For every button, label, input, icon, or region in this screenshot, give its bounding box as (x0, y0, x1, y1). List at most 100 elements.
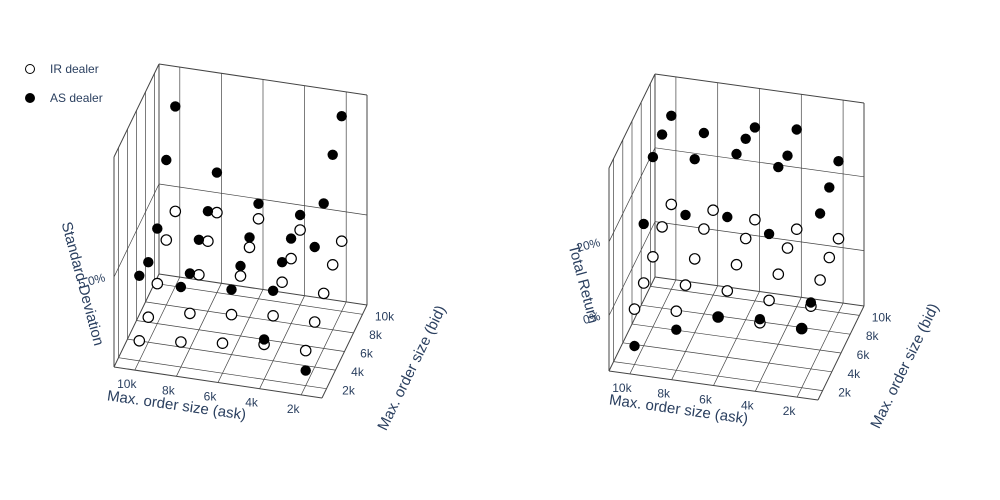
axis-edge (158, 63, 368, 96)
ir-dealer-point (781, 242, 794, 254)
as-dealer-point (285, 233, 297, 244)
as-dealer-point (202, 206, 214, 217)
ir-dealer-point (647, 250, 659, 263)
grid-line (136, 320, 345, 352)
ir-dealer-point (670, 305, 683, 317)
ir-dealer-point (832, 232, 845, 245)
ir-dealer-point (225, 308, 238, 321)
ir-dealer-point (707, 204, 719, 216)
as-dealer-point (276, 257, 288, 268)
x-tick-label: 6k (204, 390, 218, 404)
as-dealer-point (143, 257, 154, 268)
grid-line (127, 338, 336, 371)
ir-dealer-point (202, 235, 214, 247)
z-tick-label: 5.0% (77, 270, 107, 291)
ir-dealer-point (267, 309, 279, 322)
ir-dealer-point (763, 294, 775, 307)
grid-line (608, 221, 656, 316)
grid-line (158, 183, 368, 216)
as-dealer-point (814, 208, 826, 219)
x-tick-label: 10k (612, 381, 632, 395)
ir-dealer-point (175, 336, 187, 348)
ir-dealer-point (823, 251, 836, 264)
scene-standard-deviation: 2k 4k 6k 8k 10k 2k 4k 6k 8k 10k 5.0% Max. order siz… (58, 63, 450, 433)
as-dealer-point (698, 127, 710, 139)
x-tick-label: 2k (287, 402, 301, 416)
y-tick-label: 8k (369, 328, 383, 342)
as-dealer-point (749, 122, 761, 133)
z-tick-label: 20% (575, 235, 602, 255)
as-dealer-point (170, 101, 181, 112)
y-tick-label: 8k (866, 329, 880, 343)
axis-edge (817, 305, 865, 401)
y-tick-label: 2k (838, 386, 852, 400)
ir-dealer-point (142, 311, 155, 323)
as-dealer-point (134, 270, 145, 281)
as-dealer-point (740, 133, 751, 144)
as-dealer-point (731, 148, 742, 160)
z-axis-title: Total Return (565, 243, 602, 326)
as-dealer-point (258, 334, 270, 345)
legend-label: AS dealer (50, 90, 103, 105)
grid-line (118, 357, 327, 390)
as-dealer-point (782, 150, 793, 161)
as-dealer-point (833, 156, 844, 167)
as-dealer-point (656, 129, 668, 140)
ir-dealer-point (151, 277, 164, 290)
axis-edge (654, 73, 865, 104)
as-dealer-point (629, 340, 640, 352)
axis-edge (113, 273, 160, 368)
axis-edge (608, 276, 656, 372)
x-tick-label: 6k (699, 393, 713, 407)
ir-dealer-point (243, 241, 256, 254)
axis-edge (321, 304, 368, 399)
grid-line (654, 221, 865, 251)
grid-line (608, 147, 656, 242)
ir-dealer-point (326, 258, 339, 271)
legend-item-ir-dealer[interactable]: IR dealer (20, 54, 103, 83)
y-tick-label: 6k (360, 347, 374, 361)
legend-item-as-dealer[interactable]: AS dealer (20, 83, 103, 112)
as-dealer-point (226, 284, 237, 295)
x-tick-label: 10k (117, 377, 137, 391)
as-dealer-point (671, 324, 682, 335)
legend-label: IR dealer (50, 61, 99, 76)
grid-line (113, 183, 160, 278)
as-dealer-point (175, 281, 187, 293)
z-tick-label: 0% (581, 309, 602, 327)
as-dealer-point (712, 311, 724, 323)
ir-dealer-point (285, 252, 297, 265)
ir-dealer-point (656, 221, 668, 233)
ir-dealer-point (308, 316, 321, 328)
ir-dealer-point (169, 205, 182, 218)
grid-line (631, 323, 842, 354)
grid-line (613, 361, 823, 391)
as-dealer-point (244, 232, 255, 243)
ir-dealer-point (252, 213, 265, 225)
x-tick-label: 2k (783, 404, 797, 418)
ir-dealer-point (749, 213, 761, 226)
y-tick-label: 6k (857, 348, 871, 362)
as-dealer-point (327, 149, 338, 160)
axis-edge (158, 273, 368, 306)
as-dealer-point (754, 314, 766, 325)
ir-dealer-point (299, 344, 312, 357)
ir-dealer-point (739, 232, 752, 245)
open-circle-icon (25, 63, 35, 74)
ir-dealer-point (276, 276, 288, 288)
ir-dealer-point (160, 234, 173, 246)
ir-dealer-point (679, 279, 692, 291)
as-dealer-point (805, 297, 817, 308)
as-dealer-point (184, 268, 196, 279)
ir-dealer-point (133, 334, 146, 347)
ir-dealer-point (628, 303, 641, 315)
ir-dealer-point (790, 223, 803, 235)
x-tick-label: 4k (245, 396, 259, 410)
y-tick-label: 4k (351, 365, 365, 379)
x-axis-title: Max. order size (ask) (106, 387, 247, 423)
as-dealer-point (638, 218, 649, 230)
ir-dealer-point (211, 206, 223, 219)
grid-line (650, 286, 860, 316)
ir-dealer-point (317, 287, 330, 300)
